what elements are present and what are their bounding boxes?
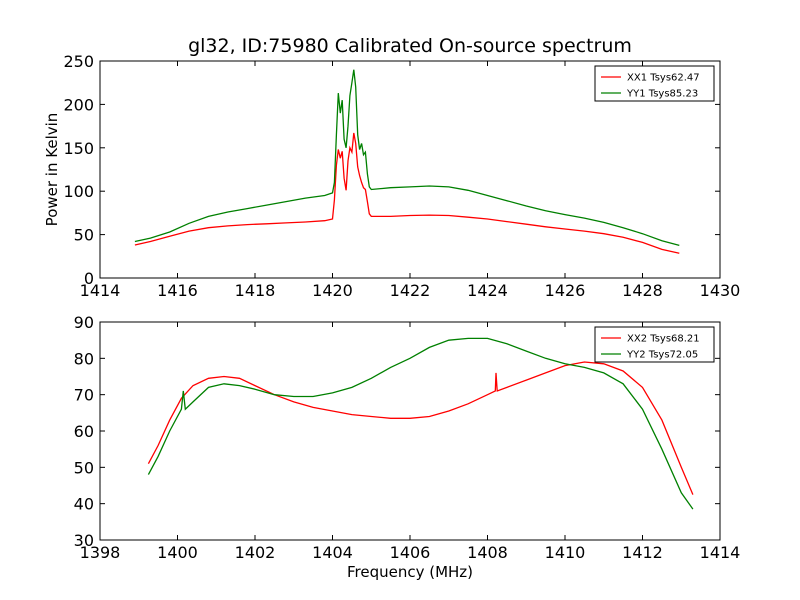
x-tick-label: 1412 <box>622 543 663 562</box>
y-tick-label: 50 <box>74 226 94 245</box>
legend-box <box>594 326 715 363</box>
series-line-red <box>147 361 694 495</box>
legend-box <box>594 65 715 102</box>
x-tick-label: 1408 <box>467 543 508 562</box>
y-tick-label: 50 <box>74 458 94 477</box>
y-tick-label: 70 <box>74 386 94 405</box>
y-tick-label: 80 <box>74 349 94 368</box>
x-tick-label: 1416 <box>157 281 198 300</box>
y-tick-label: 150 <box>63 139 94 158</box>
x-tick-label: 1430 <box>700 281 741 300</box>
series-line-green <box>147 337 694 510</box>
chart-title: gl32, ID:75980 Calibrated On-source spec… <box>188 35 632 57</box>
y-axis-label: Power in Kelvin <box>43 113 61 227</box>
legend-label: YY2 Tsys72.05 <box>626 350 698 361</box>
legend-label: XX2 Tsys68.21 <box>627 334 700 345</box>
legend-label: YY1 Tsys85.23 <box>626 89 698 100</box>
y-tick-label: 30 <box>74 531 94 550</box>
x-axis-label: Frequency (MHz) <box>347 563 473 581</box>
x-tick-label: 1398 <box>80 543 121 562</box>
y-tick-label: 250 <box>63 52 94 71</box>
x-tick-label: 1426 <box>545 281 586 300</box>
lower-panel: 1398 1400 1402 1404 1406 1408 1410 1412 1414 30 40… <box>74 313 741 581</box>
series-line-green <box>134 69 680 247</box>
x-tick-label: 1414 <box>700 543 741 562</box>
x-tick-label: 1404 <box>312 543 353 562</box>
x-tick-label: 1422 <box>390 281 431 300</box>
y-tick-label: 100 <box>63 182 94 201</box>
x-tick-label: 1406 <box>390 543 431 562</box>
x-tick-label: 1410 <box>545 543 586 562</box>
upper-panel: 1414 1416 1418 1420 1422 1424 1426 1428 1430 0 50 1… <box>43 52 740 300</box>
x-tick-label: 1402 <box>235 543 276 562</box>
y-tick-label: 90 <box>74 313 94 332</box>
x-tick-label: 1400 <box>157 543 198 562</box>
x-tick-label: 1428 <box>622 281 663 300</box>
y-tick-label: 60 <box>74 422 94 441</box>
x-tick-label: 1420 <box>312 281 353 300</box>
y-tick-label: 200 <box>63 95 94 114</box>
x-tick-label: 1418 <box>235 281 276 300</box>
legend-label: XX1 Tsys62.47 <box>627 73 700 84</box>
x-tick-label: 1424 <box>467 281 508 300</box>
y-tick-label: 0 <box>84 269 94 288</box>
series-line-red <box>134 132 680 254</box>
x-tick-label: 1414 <box>80 281 121 300</box>
y-tick-label: 40 <box>74 495 94 514</box>
